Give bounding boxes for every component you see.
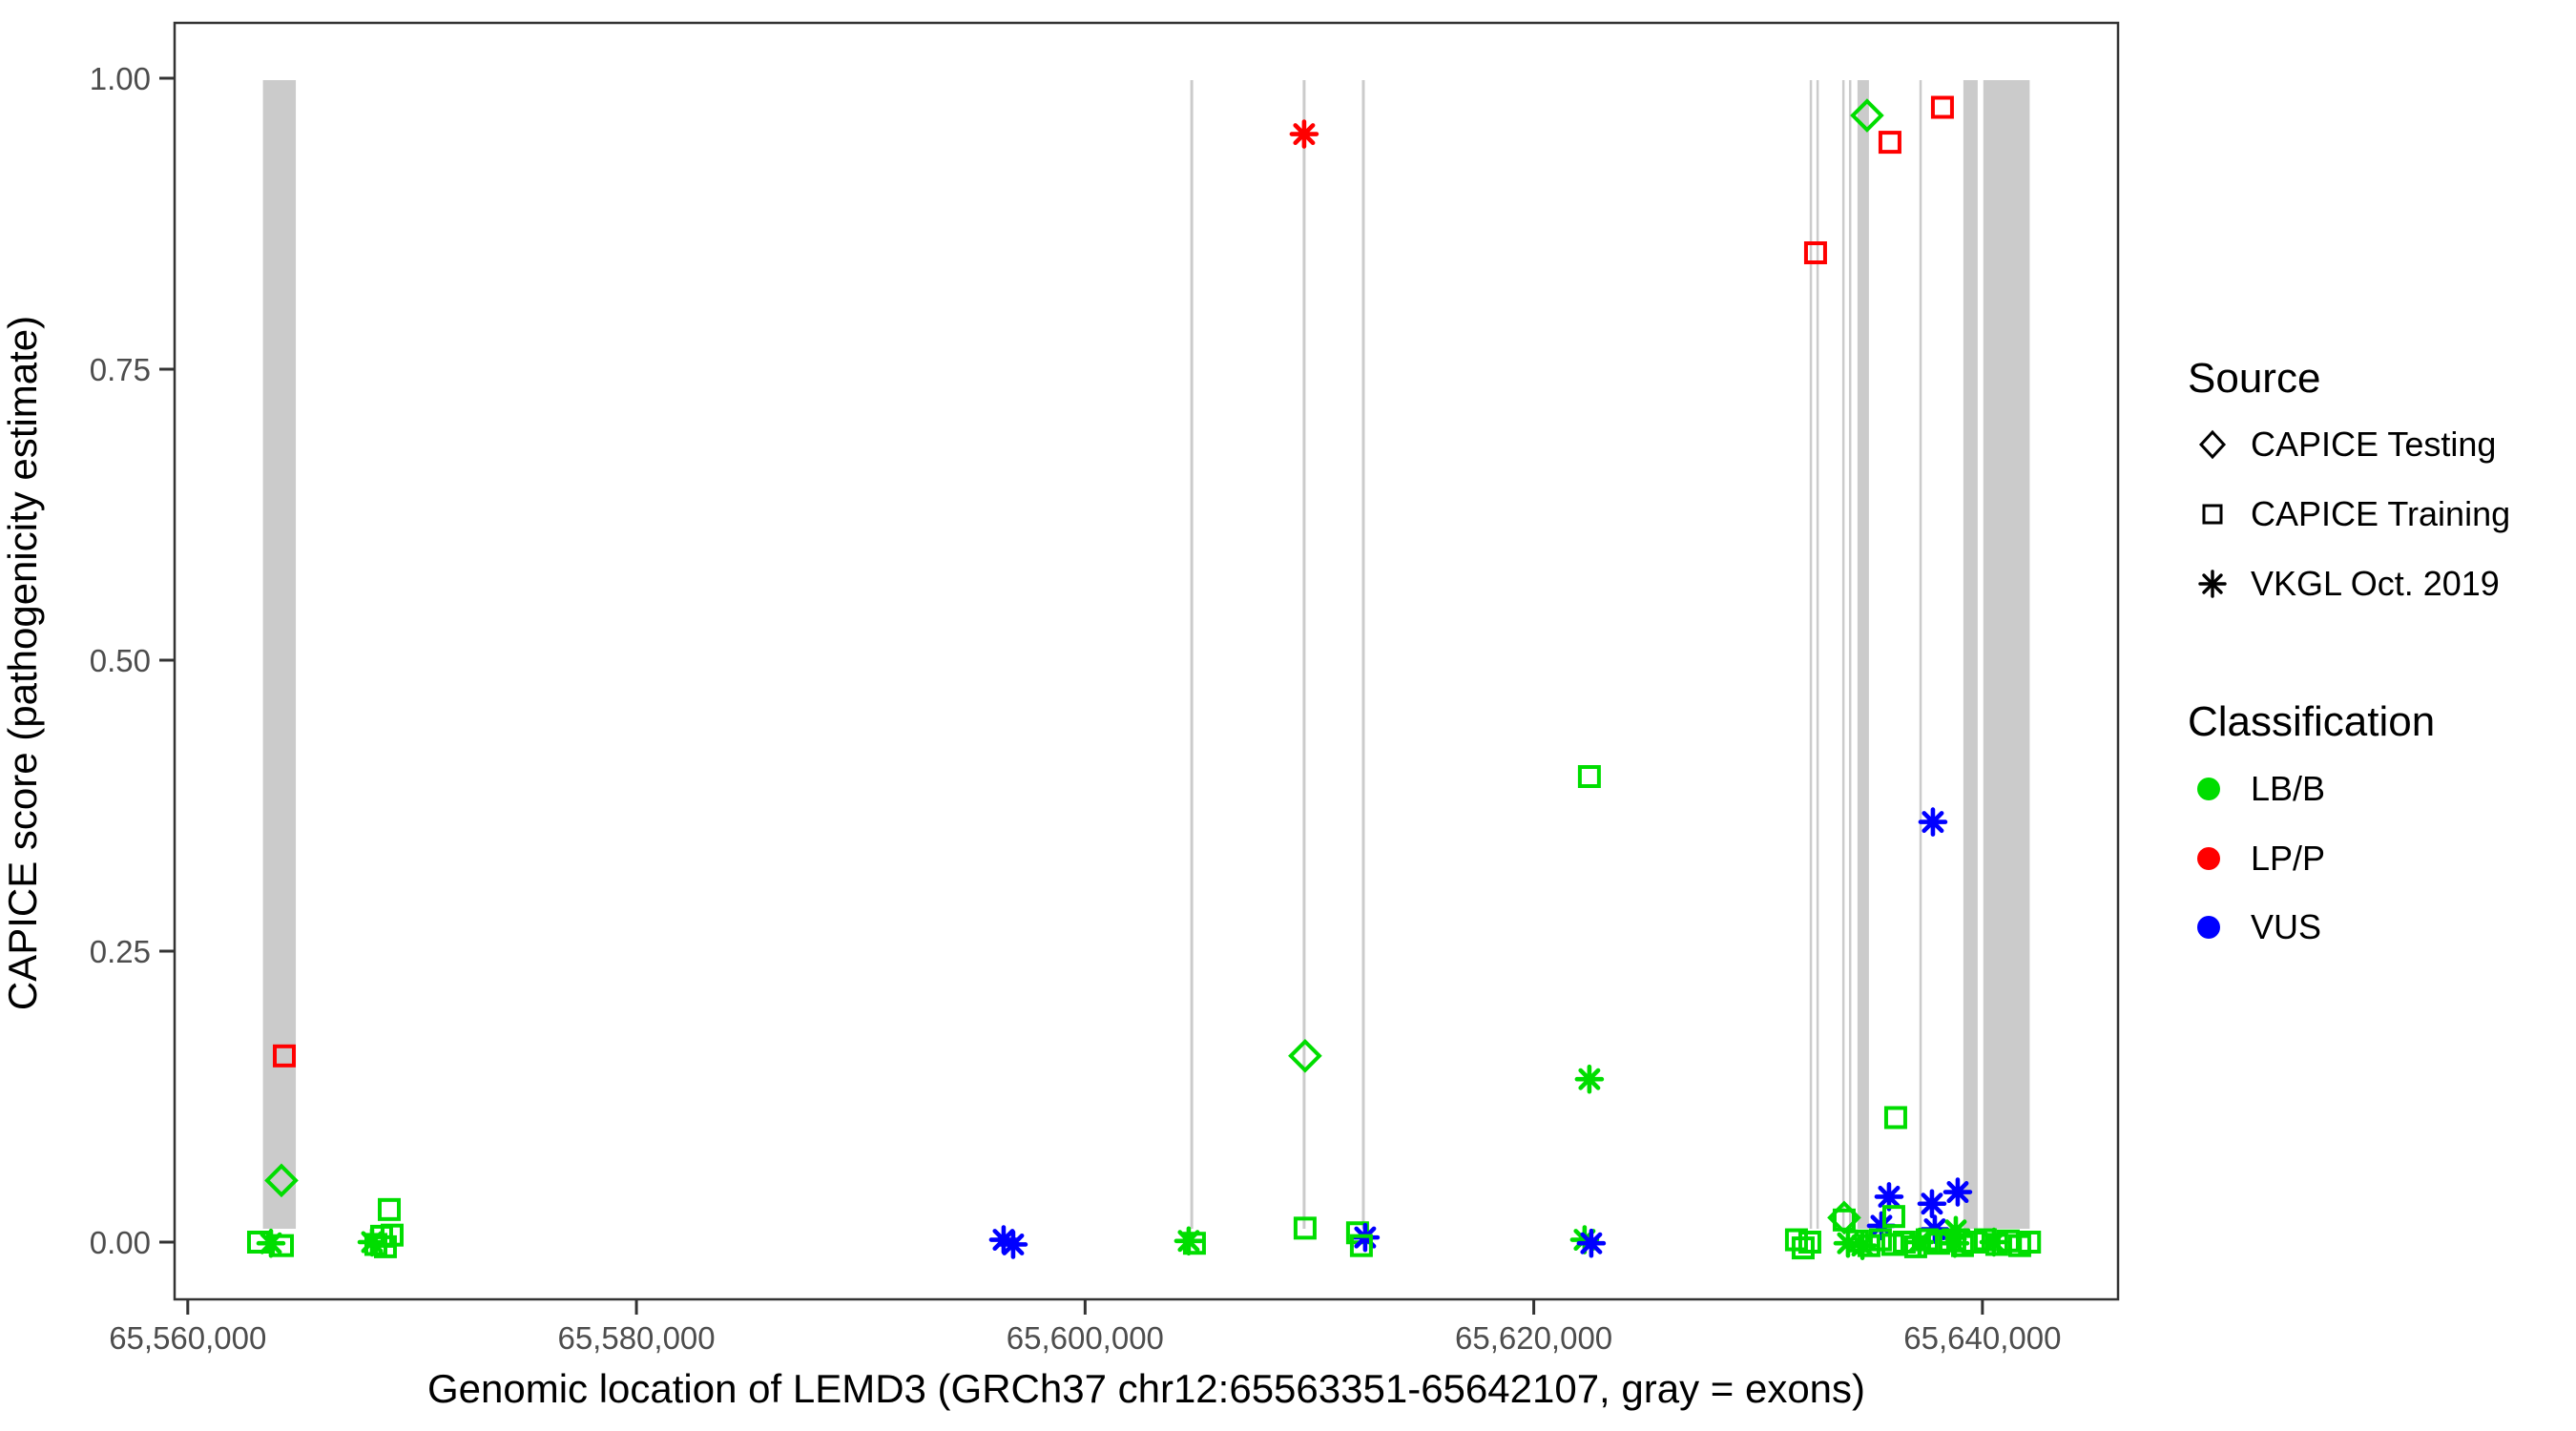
data-point-square bbox=[1868, 1228, 1892, 1252]
data-point-asterisk bbox=[1874, 1182, 1904, 1212]
data-point-diamond bbox=[1850, 98, 1884, 133]
y-tick-label: 0.75 bbox=[90, 352, 151, 387]
data-point-square bbox=[1349, 1234, 1373, 1257]
data-point-asterisk bbox=[1904, 1227, 1935, 1257]
y-tick-label: 1.00 bbox=[90, 61, 151, 96]
exon-band bbox=[1809, 80, 1813, 1229]
data-point-square bbox=[1797, 1231, 1821, 1254]
exon-band bbox=[262, 80, 297, 1229]
x-tick-label: 65,560,000 bbox=[109, 1320, 266, 1356]
exon-band bbox=[1919, 80, 1922, 1229]
legend-item-lbb: LB/B bbox=[2188, 766, 2325, 812]
data-point-square bbox=[2018, 1231, 2042, 1254]
data-point-square bbox=[1803, 241, 1827, 264]
data-point-asterisk bbox=[1942, 1177, 1973, 1207]
x-axis-title: Genomic location of LEMD3 (GRCh37 chr12:… bbox=[426, 1366, 1866, 1411]
data-point-square bbox=[364, 1233, 387, 1256]
data-point-square bbox=[273, 1044, 297, 1068]
lpp-dot-icon bbox=[2188, 836, 2237, 881]
vus-dot-icon bbox=[2188, 904, 2237, 950]
data-point-asterisk bbox=[1847, 1231, 1878, 1260]
data-point-square bbox=[1878, 131, 1901, 155]
y-tick-label: 0.00 bbox=[90, 1225, 151, 1260]
lbb-dot-icon bbox=[2188, 766, 2237, 812]
legend-item-capice-testing: CAPICE Testing bbox=[2188, 422, 2496, 467]
data-point-square bbox=[271, 1234, 295, 1257]
data-point-diamond bbox=[1288, 1038, 1322, 1073]
data-point-asterisk bbox=[1174, 1226, 1204, 1256]
exon-band bbox=[1361, 80, 1365, 1229]
exon-band bbox=[1963, 80, 1978, 1229]
data-point-asterisk bbox=[1917, 1189, 1947, 1219]
data-point-square bbox=[1293, 1216, 1317, 1240]
x-tick-label: 65,600,000 bbox=[1007, 1320, 1164, 1356]
square-icon bbox=[2188, 491, 2237, 537]
exon-band bbox=[1302, 80, 1306, 1229]
x-tick-label: 65,640,000 bbox=[1903, 1320, 2061, 1356]
data-point-asterisk bbox=[1289, 119, 1319, 149]
diamond-icon bbox=[2188, 422, 2237, 467]
panel-border bbox=[173, 21, 2120, 1301]
data-point-square bbox=[1883, 1106, 1907, 1130]
legend-classification-title: Classification bbox=[2188, 698, 2436, 745]
legend-item-label: CAPICE Training bbox=[2251, 494, 2511, 533]
data-point-square bbox=[1577, 765, 1601, 788]
exon-band bbox=[1816, 80, 1819, 1229]
x-tick-label: 65,580,000 bbox=[557, 1320, 715, 1356]
data-point-asterisk bbox=[1866, 1211, 1897, 1241]
legend-item-label: LB/B bbox=[2251, 769, 2326, 808]
data-point-asterisk bbox=[988, 1225, 1019, 1255]
legend-source-title: Source bbox=[2188, 355, 2321, 402]
data-point-asterisk bbox=[256, 1228, 286, 1258]
data-point-asterisk bbox=[1574, 1064, 1605, 1094]
data-point-square bbox=[1857, 1234, 1880, 1257]
y-tick-label: 0.25 bbox=[90, 934, 151, 969]
data-point-asterisk bbox=[1569, 1225, 1600, 1255]
asterisk-icon bbox=[2188, 561, 2237, 607]
exon-band bbox=[1190, 80, 1194, 1229]
legend-item-vkgl: VKGL Oct. 2019 bbox=[2188, 561, 2500, 607]
exon-band bbox=[1841, 80, 1845, 1229]
legend-item-label: CAPICE Testing bbox=[2251, 425, 2497, 464]
data-point-square bbox=[1930, 95, 1954, 119]
data-point-asterisk bbox=[1940, 1228, 1970, 1258]
y-axis-title: CAPICE score (pathogenicity estimate) bbox=[0, 315, 45, 1011]
legend-item-lpp: LP/P bbox=[2188, 836, 2325, 881]
y-tick-label: 0.50 bbox=[90, 643, 151, 678]
data-point-diamond bbox=[264, 1163, 299, 1198]
data-point-square bbox=[1832, 1208, 1856, 1232]
legend-item-label: VKGL Oct. 2019 bbox=[2251, 564, 2500, 603]
x-tick-label: 65,620,000 bbox=[1455, 1320, 1612, 1356]
data-point-asterisk bbox=[1576, 1228, 1607, 1258]
exon-band bbox=[1983, 80, 2030, 1229]
legend-item-label: LP/P bbox=[2251, 839, 2326, 878]
exon-band bbox=[1848, 80, 1852, 1229]
legend-item-vus: VUS bbox=[2188, 904, 2321, 950]
legend-item-capice-training: CAPICE Training bbox=[2188, 491, 2510, 537]
data-point-square bbox=[1791, 1236, 1815, 1260]
data-point-square bbox=[1881, 1205, 1905, 1229]
legend-item-label: VUS bbox=[2251, 907, 2322, 946]
data-point-asterisk bbox=[998, 1230, 1028, 1259]
data-point-square bbox=[1182, 1232, 1206, 1255]
exon-band bbox=[1857, 80, 1869, 1229]
data-point-asterisk bbox=[1979, 1227, 2009, 1257]
data-point-asterisk bbox=[1918, 807, 1948, 837]
data-point-square bbox=[377, 1197, 401, 1221]
